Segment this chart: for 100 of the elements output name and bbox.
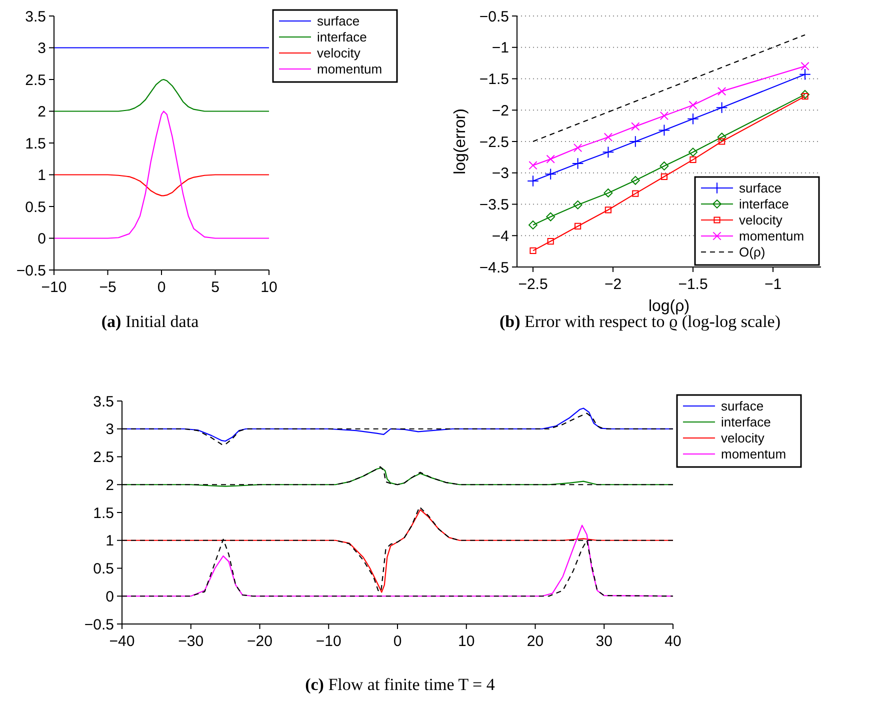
x-tick-label: 40 (664, 633, 682, 650)
point (604, 188, 613, 198)
y-tick-label: 1.5 (93, 504, 114, 522)
point (799, 68, 811, 80)
point (546, 212, 556, 222)
y-tick-label: −1.5 (479, 71, 509, 88)
y-tick-label: 2 (38, 104, 46, 120)
point (630, 176, 640, 185)
y-tick-label: 0 (106, 588, 114, 606)
point (528, 220, 538, 230)
y-tick-label: −2.5 (479, 134, 509, 151)
point (802, 93, 808, 100)
legend-label: surface (739, 180, 782, 196)
point (530, 247, 536, 254)
x-tick-label: 20 (526, 633, 544, 650)
y-tick-label: −3.5 (479, 196, 509, 214)
x-tick-label: −10 (316, 633, 342, 650)
legend-label: O(ρ) (739, 244, 766, 260)
point (718, 138, 726, 145)
point (527, 175, 539, 187)
legend-label: interface (721, 414, 771, 430)
point (660, 173, 668, 180)
text: (a) Initial data (101, 312, 200, 331)
point (602, 146, 614, 158)
x-axis-title: log(ρ) (648, 298, 690, 315)
text: (c) Flow at finite time T = 4 (305, 675, 496, 694)
point (528, 161, 538, 170)
legend-label: momentum (317, 62, 382, 77)
x-tick-label: −30 (178, 633, 204, 650)
legend-label: surface (317, 14, 360, 29)
legend-label: surface (721, 398, 764, 414)
point (688, 148, 698, 157)
y-tick-label: −4.5 (479, 259, 509, 276)
line-series (53, 110, 270, 239)
point (573, 200, 582, 210)
x-tick-label: −1 (764, 276, 782, 293)
legend-label: velocity (739, 212, 783, 228)
x-tick-label: 0 (157, 279, 166, 296)
y-axis-title: log(error) (452, 108, 469, 174)
point (717, 86, 726, 96)
x-tick-label: −40 (109, 633, 135, 650)
y-tick-label: −2 (492, 102, 509, 120)
x-tick-label: 5 (211, 279, 220, 296)
y-tick-label: −0.5 (16, 262, 46, 280)
point (547, 238, 554, 245)
y-tick-label: −0.5 (479, 8, 509, 26)
point (604, 206, 612, 214)
x-tick-label: −10 (41, 279, 67, 296)
y-tick-label: 1 (106, 532, 114, 550)
line-series (53, 78, 270, 112)
point (630, 136, 642, 148)
point (631, 122, 640, 131)
y-tick-label: 3.5 (93, 393, 114, 410)
y-tick-label: 0.5 (93, 560, 114, 578)
x-tick-label: −2.5 (518, 276, 548, 293)
x-tick-label: 30 (596, 633, 612, 650)
point (717, 132, 726, 142)
x-tick-label: −20 (247, 633, 272, 650)
point (572, 158, 584, 170)
x-tick-label: −5 (99, 279, 116, 296)
point (800, 90, 810, 99)
y-tick-label: −3 (492, 165, 509, 182)
y-tick-label: 1.5 (25, 135, 46, 152)
y-tick-label: 3 (106, 421, 114, 438)
legend-label: velocity (721, 430, 765, 446)
point (688, 100, 698, 110)
y-tick-label: −4 (492, 228, 509, 245)
point (574, 222, 582, 230)
y-tick-label: 3.5 (25, 8, 46, 26)
y-tick-label: −1 (492, 40, 509, 57)
y-tick-label: 2.5 (93, 449, 114, 466)
legend-label: momentum (739, 228, 804, 244)
legend-label: interface (317, 30, 367, 45)
y-tick-label: 0 (38, 230, 46, 248)
x-tick-label: 10 (458, 633, 475, 650)
point (632, 190, 639, 197)
x-tick-label: −1.5 (678, 276, 708, 293)
y-tick-label: 1 (38, 167, 46, 184)
point (687, 113, 699, 125)
legend-label: velocity (317, 46, 361, 61)
y-tick-label: 0.5 (25, 198, 46, 216)
point (716, 102, 728, 114)
point (800, 62, 810, 71)
line-series (53, 174, 270, 196)
y-tick-label: 2.5 (25, 72, 46, 89)
x-tick-label: −2 (604, 276, 622, 293)
point (660, 111, 669, 120)
point (544, 168, 556, 180)
point (690, 156, 696, 163)
y-tick-label: 3 (38, 40, 46, 57)
point (604, 132, 613, 142)
point (660, 162, 669, 170)
y-tick-label: −0.5 (84, 616, 114, 634)
legend-label: momentum (721, 446, 786, 462)
legend-label: interface (739, 196, 789, 212)
x-tick-label: 10 (260, 279, 278, 296)
point (573, 143, 582, 152)
x-tick-label: 0 (393, 633, 402, 650)
y-tick-label: 2 (106, 476, 114, 494)
point (658, 124, 670, 136)
